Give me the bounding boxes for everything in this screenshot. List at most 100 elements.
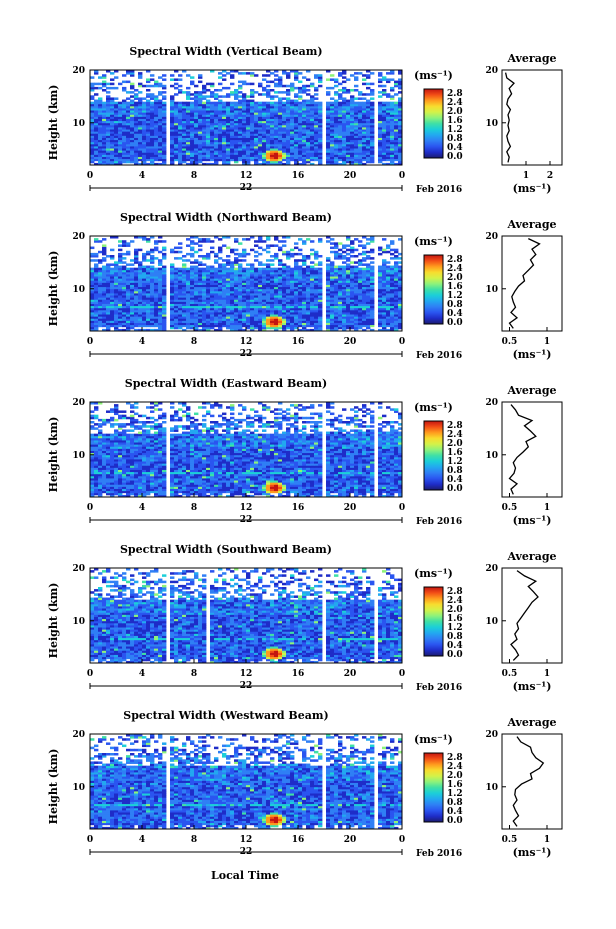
colorbar-tick: 2.0 bbox=[447, 771, 463, 781]
x-tick-label: 0 bbox=[87, 503, 93, 513]
colorbar-tick: 0.8 bbox=[447, 798, 463, 808]
colorbar-tick: 2.4 bbox=[447, 596, 463, 606]
x-tick-label: 20 bbox=[344, 835, 357, 845]
colorbar-tick: 1.2 bbox=[447, 125, 463, 135]
average-y-tick: 10 bbox=[485, 451, 498, 461]
x-tick-label: 8 bbox=[191, 171, 197, 181]
colorbar bbox=[423, 254, 444, 325]
date-label: 22 bbox=[240, 349, 253, 359]
date-label: 22 bbox=[240, 183, 253, 193]
colorbar-tick: 1.6 bbox=[447, 448, 463, 458]
colorbar-tick: 2.8 bbox=[447, 89, 463, 99]
month-label: Feb 2016 bbox=[416, 683, 462, 693]
average-x-label: (ms⁻¹) bbox=[513, 680, 552, 693]
colorbar-tick: 1.6 bbox=[447, 780, 463, 790]
x-tick-label: 0 bbox=[399, 503, 405, 513]
heatmap bbox=[90, 236, 402, 331]
colorbar bbox=[423, 420, 444, 491]
colorbar-tick: 2.8 bbox=[447, 421, 463, 431]
x-tick-label: 8 bbox=[191, 503, 197, 513]
colorbar-tick: 1.6 bbox=[447, 116, 463, 126]
x-tick-label: 0 bbox=[87, 337, 93, 347]
average-x-tick: 1 bbox=[544, 503, 550, 513]
x-tick-label: 16 bbox=[292, 171, 305, 181]
x-tick-label: 4 bbox=[139, 835, 145, 845]
colorbar-unit: (ms⁻¹) bbox=[414, 235, 453, 248]
x-tick-label: 0 bbox=[399, 669, 405, 679]
colorbar bbox=[423, 586, 444, 657]
colorbar-tick: 0.0 bbox=[447, 318, 463, 328]
y-axis-label: Height (km) bbox=[47, 749, 60, 825]
colorbar-tick: 1.2 bbox=[447, 623, 463, 633]
average-profile-line bbox=[508, 404, 537, 495]
y-axis-label: Height (km) bbox=[47, 251, 60, 327]
colorbar-tick: 2.4 bbox=[447, 762, 463, 772]
average-frame bbox=[501, 567, 563, 664]
x-tick-label: 20 bbox=[344, 337, 357, 347]
x-tick-label: 16 bbox=[292, 503, 305, 513]
x-tick-label: 8 bbox=[191, 337, 197, 347]
x-tick-label: 8 bbox=[191, 669, 197, 679]
colorbar-tick: 2.4 bbox=[447, 430, 463, 440]
month-label: Feb 2016 bbox=[416, 849, 462, 859]
colorbar-tick: 0.8 bbox=[447, 466, 463, 476]
colorbar-unit: (ms⁻¹) bbox=[414, 733, 453, 746]
average-frame bbox=[501, 235, 563, 332]
panel-3: Spectral Width (Eastward Beam)1020Height… bbox=[47, 377, 563, 527]
colorbar-tick: 0.8 bbox=[447, 134, 463, 144]
y-tick-label: 20 bbox=[72, 66, 85, 76]
average-x-tick: 0.5 bbox=[502, 835, 518, 845]
panel-title: Spectral Width (Eastward Beam) bbox=[125, 377, 327, 390]
colorbar-unit: (ms⁻¹) bbox=[414, 69, 453, 82]
y-tick-label: 20 bbox=[72, 730, 85, 740]
month-label: Feb 2016 bbox=[416, 185, 462, 195]
colorbar-tick: 1.2 bbox=[447, 457, 463, 467]
colorbar-tick: 0.8 bbox=[447, 632, 463, 642]
average-y-tick: 10 bbox=[485, 285, 498, 295]
x-tick-label: 0 bbox=[87, 171, 93, 181]
average-y-tick: 20 bbox=[485, 232, 498, 242]
average-y-tick: 20 bbox=[485, 730, 498, 740]
y-tick-label: 20 bbox=[72, 232, 85, 242]
colorbar-tick: 1.6 bbox=[447, 282, 463, 292]
x-tick-label: 12 bbox=[240, 669, 253, 679]
colorbar-tick: 1.6 bbox=[447, 614, 463, 624]
x-tick-label: 8 bbox=[191, 835, 197, 845]
average-x-tick: 0.5 bbox=[502, 503, 518, 513]
average-frame bbox=[501, 69, 563, 166]
average-title: Average bbox=[506, 550, 556, 563]
panel-2: Spectral Width (Northward Beam) 10 20 Heigh… bbox=[47, 211, 563, 361]
y-axis-label: Height (km) bbox=[47, 583, 60, 659]
x-tick-label: 20 bbox=[344, 171, 357, 181]
average-x-tick: 0.5 bbox=[502, 669, 518, 679]
panel-title: Spectral Width (Northward Beam) bbox=[120, 211, 332, 224]
x-tick-label: 20 bbox=[344, 503, 357, 513]
y-axis-label: Height (km) bbox=[47, 417, 60, 493]
average-profile-line bbox=[504, 72, 515, 163]
average-x-tick: 1 bbox=[544, 835, 550, 845]
average-title: Average bbox=[506, 52, 556, 65]
colorbar-tick: 1.2 bbox=[447, 789, 463, 799]
colorbar-tick: 0.4 bbox=[447, 641, 463, 651]
colorbar-tick: 0.8 bbox=[447, 300, 463, 310]
colorbar-tick: 2.4 bbox=[447, 264, 463, 274]
x-tick-label: 4 bbox=[139, 337, 145, 347]
heatmap bbox=[90, 70, 402, 165]
colorbar bbox=[423, 88, 444, 159]
average-frame bbox=[501, 733, 563, 830]
heatmap bbox=[90, 734, 402, 829]
y-tick-label: 20 bbox=[72, 564, 85, 574]
x-tick-label: 0 bbox=[87, 835, 93, 845]
colorbar-tick: 0.0 bbox=[447, 650, 463, 660]
average-x-label: (ms⁻¹) bbox=[513, 846, 552, 859]
average-x-tick: 1 bbox=[523, 171, 529, 181]
x-tick-label: 16 bbox=[292, 337, 305, 347]
average-x-tick: 0.5 bbox=[502, 337, 518, 347]
average-y-tick: 10 bbox=[485, 617, 498, 627]
panel-4: Spectral Width (Southward Beam)1020Heigh… bbox=[47, 543, 563, 693]
colorbar-tick: 2.0 bbox=[447, 439, 463, 449]
x-tick-label: 12 bbox=[240, 337, 253, 347]
colorbar-tick: 0.4 bbox=[447, 143, 463, 153]
colorbar-tick: 0.0 bbox=[447, 484, 463, 494]
average-y-tick: 20 bbox=[485, 564, 498, 574]
